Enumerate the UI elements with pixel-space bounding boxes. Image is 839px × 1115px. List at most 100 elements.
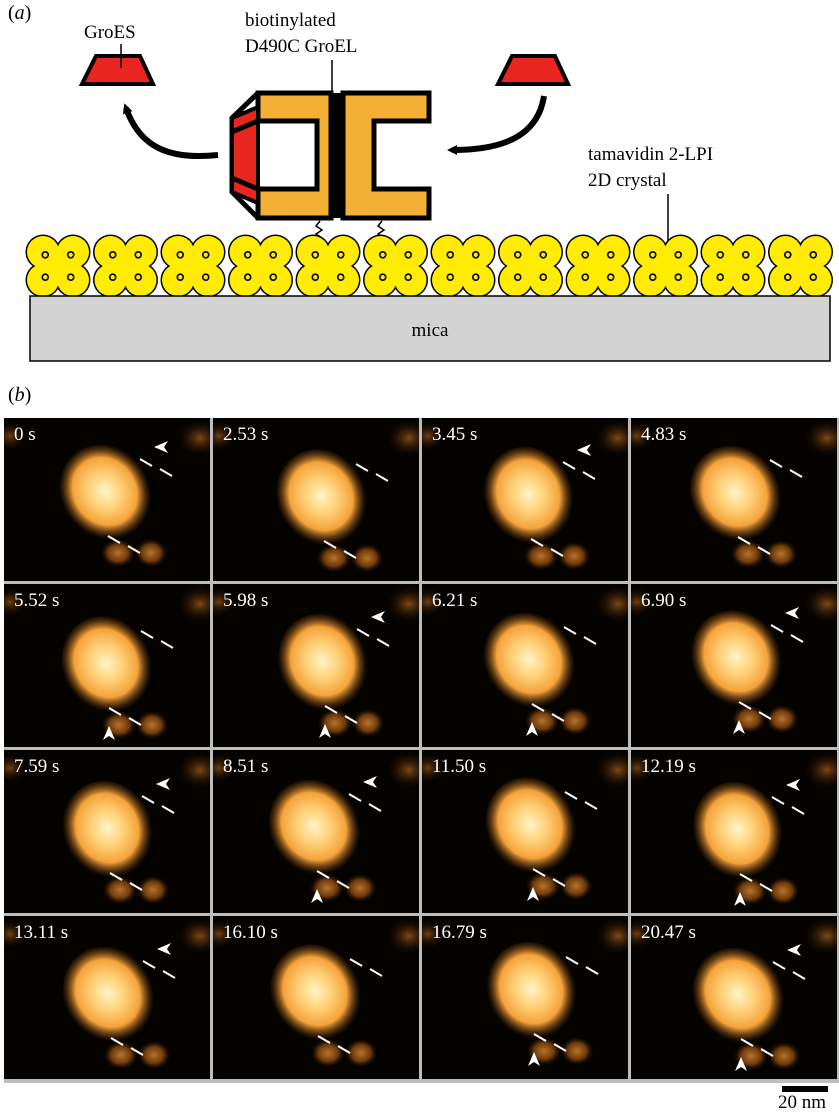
biotin-binding-site	[176, 251, 185, 259]
frame-timestamp: 16.79 s	[432, 922, 487, 943]
afm-frame: 4.83 s	[631, 418, 837, 581]
arrowhead-marker	[528, 1052, 540, 1066]
background-particle	[596, 752, 628, 788]
biotin-binding-site	[606, 273, 615, 282]
background-particle	[805, 420, 837, 456]
groel-particle	[268, 779, 362, 877]
biotin-binding-site	[336, 251, 345, 259]
dash-marker	[550, 548, 564, 557]
dash-marker	[738, 701, 752, 710]
dash-marker	[107, 535, 121, 544]
groes-particle	[352, 709, 384, 737]
tamavidin-label-line1: tamavidin 2-LPI	[588, 144, 713, 165]
tamavidin-crystal-row	[25, 234, 833, 298]
background-particle	[387, 752, 419, 788]
arrowhead-marker	[371, 611, 385, 623]
dash-marker	[317, 1035, 331, 1044]
arrowhead-marker	[734, 892, 746, 906]
dash-marker	[759, 883, 773, 892]
groes-right-shape	[494, 54, 572, 86]
afm-frame: 13.11 s	[4, 916, 210, 1079]
biotin-binding-site	[243, 251, 252, 259]
afm-frame: 11.50 s	[422, 750, 628, 913]
biotin-binding-site	[243, 273, 252, 282]
groes-particle	[560, 872, 592, 900]
dash-marker	[369, 968, 383, 977]
dash-marker	[130, 1047, 144, 1056]
dash-marker	[792, 971, 806, 980]
biotin-binding-site	[311, 273, 320, 282]
dash-marker	[770, 624, 784, 633]
background-particle	[178, 420, 210, 456]
dash-marker	[789, 469, 803, 478]
frame-timestamp: 13.11 s	[14, 922, 69, 943]
dash-marker	[584, 801, 598, 810]
dash-marker	[141, 795, 155, 804]
groes-particle	[103, 876, 137, 904]
biotin-binding-site	[741, 273, 750, 282]
groes-particle	[317, 544, 351, 572]
background-particle	[387, 420, 419, 456]
dash-marker	[739, 873, 753, 882]
biotin-binding-site	[446, 251, 455, 259]
background-particle	[596, 420, 628, 456]
background-particle	[4, 754, 26, 782]
dash-marker	[737, 536, 751, 545]
dash-marker	[161, 805, 175, 814]
biotin-binding-site	[581, 273, 590, 282]
groes-particle	[101, 539, 135, 567]
groel-particle	[693, 781, 783, 881]
groes-particle	[524, 542, 558, 570]
arrowhead-marker	[156, 778, 170, 790]
frame-timestamp: 20.47 s	[641, 922, 696, 943]
afm-frame: 8.51 s	[213, 750, 419, 913]
biotin-binding-site	[539, 251, 548, 259]
dash-marker	[583, 636, 597, 645]
dash-marker	[563, 626, 577, 635]
background-particle	[213, 422, 235, 450]
dash-marker	[355, 463, 369, 472]
dash-marker	[139, 458, 153, 467]
groes-particle	[558, 542, 590, 570]
biotin-binding-site	[378, 273, 387, 282]
biotin-binding-site	[311, 251, 320, 259]
biotin-binding-site	[404, 251, 413, 259]
background-particle	[178, 752, 210, 788]
biotin-binding-site	[336, 273, 345, 282]
frame-timestamp: 6.21 s	[432, 590, 478, 611]
biotin-binding-site	[378, 251, 387, 259]
afm-frame: 0 s	[4, 418, 210, 581]
dash-marker	[343, 550, 357, 559]
dash-marker	[582, 471, 596, 480]
afm-frame: 5.52 s	[4, 584, 210, 747]
groel-particle	[61, 616, 153, 714]
frame-timestamp: 11.50 s	[432, 756, 487, 777]
background-particle	[422, 588, 444, 616]
background-particle	[213, 588, 235, 616]
dash-marker	[160, 640, 174, 649]
groel-schematic-diagram: GroES biotinylated D490C GroEL tamavidin…	[25, 10, 833, 362]
groes-particle	[137, 876, 169, 904]
mica-label: mica	[412, 320, 449, 341]
tamavidin-unit	[700, 234, 766, 298]
dash-marker	[562, 461, 576, 470]
dash-marker	[316, 870, 330, 879]
hs-afm-image-grid: 0 s 2.53 s 3.45 s 4.83 s 5.52 s 5.98 s 6.21 s 6…	[4, 418, 839, 1083]
tamavidin-unit	[565, 234, 631, 298]
tamavidin-unit	[768, 234, 833, 298]
arrowhead-marker	[787, 944, 801, 956]
arrowhead-marker	[733, 720, 745, 734]
dash-marker	[790, 634, 804, 643]
background-particle	[422, 754, 444, 782]
background-particle	[422, 920, 444, 948]
panel-b-label: (b)	[8, 384, 32, 406]
frame-timestamp: 4.83 s	[641, 424, 687, 445]
dash-marker	[127, 545, 141, 554]
arrowhead-marker	[735, 1057, 747, 1071]
dash-marker	[531, 703, 545, 712]
dash-marker	[344, 715, 358, 724]
biotin-binding-site	[134, 251, 143, 259]
groel-particle	[689, 445, 783, 543]
background-particle	[4, 588, 26, 616]
background-particle	[387, 586, 419, 622]
